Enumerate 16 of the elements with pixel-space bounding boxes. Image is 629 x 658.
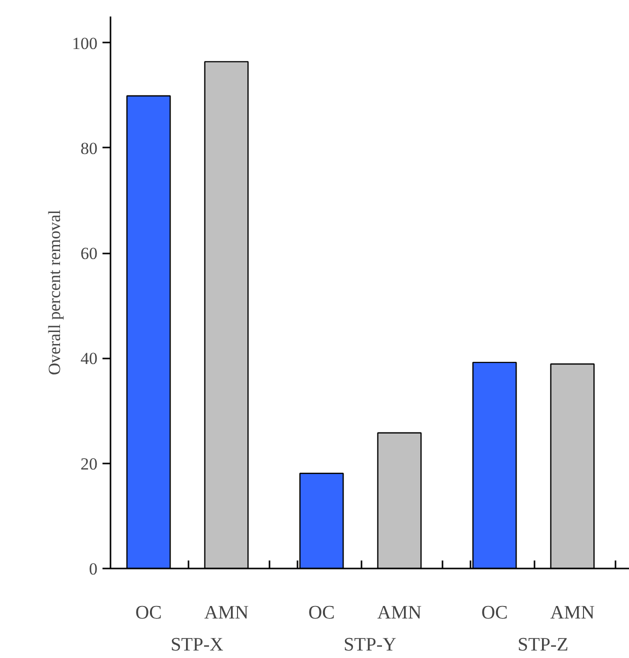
y-tick-label: 80 xyxy=(80,138,98,158)
y-tick-label: 0 xyxy=(89,560,98,578)
text: AMN xyxy=(550,602,595,624)
y-tick-label: 100 xyxy=(72,34,98,53)
y-axis-title: Overall percent removal xyxy=(45,210,64,376)
text: OC xyxy=(481,602,508,624)
x-tick-label: STP-X xyxy=(170,634,224,656)
series-label: OC xyxy=(135,602,162,624)
series-label: AMN xyxy=(204,602,249,624)
x-tick-label: STP-Y xyxy=(344,634,397,656)
y-tick-label: 60 xyxy=(80,244,98,264)
y-tick-label: 20 xyxy=(80,454,98,474)
text: OC xyxy=(308,602,335,624)
x-tick-label: STP-Z xyxy=(518,634,568,656)
text: AMN xyxy=(377,602,422,624)
y-tick-label: 40 xyxy=(80,349,98,368)
